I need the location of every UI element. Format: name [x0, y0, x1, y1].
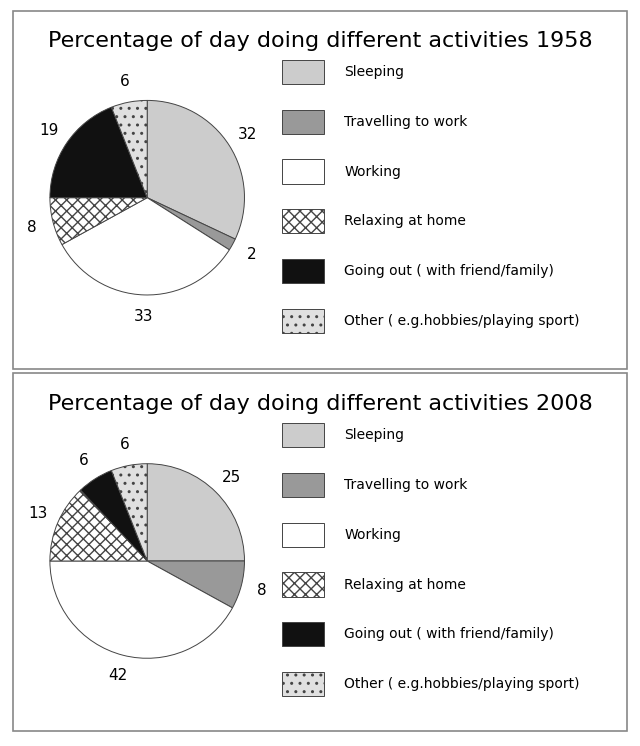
Text: 32: 32 [237, 127, 257, 142]
Bar [282, 209, 324, 233]
Text: Relaxing at home: Relaxing at home [344, 577, 466, 592]
Text: Other ( e.g.hobbies/playing sport): Other ( e.g.hobbies/playing sport) [344, 677, 580, 691]
Bar [282, 672, 324, 696]
Text: 6: 6 [120, 74, 130, 89]
Text: Sleeping: Sleeping [344, 428, 404, 442]
Bar [282, 259, 324, 283]
Bar [282, 622, 324, 646]
Text: Percentage of day doing different activities 2008: Percentage of day doing different activi… [47, 395, 593, 414]
Bar [282, 309, 324, 333]
Text: Working: Working [344, 528, 401, 542]
Text: Other ( e.g.hobbies/playing sport): Other ( e.g.hobbies/playing sport) [344, 313, 580, 327]
Wedge shape [147, 561, 244, 608]
Text: Going out ( with friend/family): Going out ( with friend/family) [344, 264, 554, 278]
Text: 6: 6 [120, 437, 130, 452]
Bar [282, 160, 324, 184]
Text: 2: 2 [246, 248, 256, 263]
Text: Percentage of day doing different activities 1958: Percentage of day doing different activi… [48, 31, 592, 51]
Wedge shape [62, 198, 229, 295]
Wedge shape [147, 464, 244, 561]
Text: Sleeping: Sleeping [344, 65, 404, 79]
Wedge shape [147, 198, 236, 250]
Wedge shape [50, 107, 147, 198]
Text: Going out ( with friend/family): Going out ( with friend/family) [344, 627, 554, 642]
Wedge shape [81, 471, 147, 561]
Text: 8: 8 [28, 220, 37, 235]
Text: Travelling to work: Travelling to work [344, 115, 468, 129]
Bar [282, 60, 324, 84]
Text: 42: 42 [108, 668, 127, 683]
Text: Relaxing at home: Relaxing at home [344, 214, 466, 228]
Text: 6: 6 [79, 454, 88, 468]
Text: 13: 13 [29, 507, 48, 521]
Bar [282, 572, 324, 597]
Wedge shape [50, 198, 147, 245]
Text: Travelling to work: Travelling to work [344, 478, 468, 492]
Wedge shape [50, 490, 147, 561]
Bar [282, 523, 324, 547]
Text: 19: 19 [39, 124, 59, 139]
Text: 25: 25 [221, 469, 241, 485]
Wedge shape [50, 561, 232, 658]
Text: 33: 33 [134, 309, 153, 324]
Text: Working: Working [344, 165, 401, 178]
Bar [282, 473, 324, 497]
Wedge shape [111, 101, 147, 198]
Wedge shape [111, 464, 147, 561]
Bar [282, 110, 324, 134]
Bar [282, 423, 324, 448]
Text: 8: 8 [257, 583, 267, 598]
Wedge shape [147, 101, 244, 239]
